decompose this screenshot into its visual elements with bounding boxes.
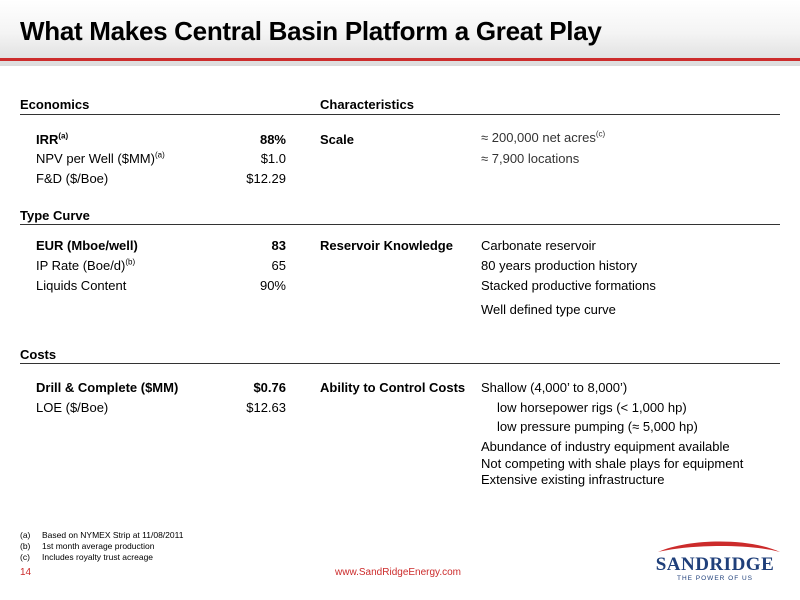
control-costs-label: Ability to Control Costs xyxy=(320,380,466,395)
type-curve-divider xyxy=(20,224,780,225)
drill-complete-value: $0.76 xyxy=(253,380,286,395)
loe-value: $12.63 xyxy=(246,400,286,415)
logo-swoosh-icon xyxy=(658,541,780,552)
reservoir-item: Carbonate reservoir xyxy=(481,238,596,253)
liquids-value: 90% xyxy=(259,278,286,293)
scale-acres: ≈ 200,000 net acres(c) xyxy=(481,129,606,145)
page-title: What Makes Central Basin Platform a Grea… xyxy=(20,16,602,46)
economics-divider xyxy=(20,114,780,115)
title-accent-rule xyxy=(0,58,800,61)
reservoir-item: Well defined type curve xyxy=(481,302,616,317)
reservoir-item: 80 years production history xyxy=(481,258,638,273)
fd-label: F&D ($/Boe) xyxy=(36,171,109,186)
footnote-text: 1st month average production xyxy=(42,541,155,551)
logo-wordmark: SANDRIDGE xyxy=(656,554,775,575)
control-costs-item: Shallow (4,000’ to 8,000’) xyxy=(481,380,628,395)
footnote-text: Includes royalty trust acreage xyxy=(42,552,154,562)
reservoir-label: Reservoir Knowledge xyxy=(320,238,453,253)
footnote-mark: (a) xyxy=(20,530,31,540)
irr-value: 88% xyxy=(259,132,286,147)
scale-label: Scale xyxy=(320,132,354,147)
control-costs-item: Not competing with shale plays for equip… xyxy=(481,456,744,471)
control-costs-subitem: low horsepower rigs (< 1,000 hp) xyxy=(497,400,687,415)
footnote-mark: (b) xyxy=(20,541,31,551)
eur-label: EUR (Mboe/well) xyxy=(36,238,138,253)
irr-label: IRR(a) xyxy=(36,131,69,147)
page-number: 14 xyxy=(20,567,32,578)
reservoir-item: Stacked productive formations xyxy=(481,278,656,293)
website-link[interactable]: www.SandRidgeEnergy.com xyxy=(335,567,461,578)
control-costs-subitem: low pressure pumping (≈ 5,000 hp) xyxy=(497,419,698,434)
costs-divider xyxy=(20,363,780,364)
drill-complete-label: Drill & Complete ($MM) xyxy=(36,380,179,395)
ip-rate-value: 65 xyxy=(271,258,286,273)
ip-rate-label: IP Rate (Boe/d)(b) xyxy=(36,257,136,273)
title-bar xyxy=(0,0,800,66)
liquids-label: Liquids Content xyxy=(36,278,127,293)
economics-header: Economics xyxy=(20,97,90,112)
logo-tagline: THE POWER OF US xyxy=(677,575,753,582)
scale-locations: ≈ 7,900 locations xyxy=(481,151,580,166)
loe-label: LOE ($/Boe) xyxy=(36,400,109,415)
control-costs-item: Extensive existing infrastructure xyxy=(481,472,665,487)
eur-value: 83 xyxy=(271,238,286,253)
costs-header: Costs xyxy=(20,347,57,362)
type-curve-header: Type Curve xyxy=(20,208,90,223)
characteristics-header: Characteristics xyxy=(320,97,414,112)
control-costs-item: Abundance of industry equipment availabl… xyxy=(481,439,730,454)
npv-value: $1.0 xyxy=(260,151,286,166)
footnote-mark: (c) xyxy=(20,552,30,562)
npv-label: NPV per Well ($MM)(a) xyxy=(36,150,165,166)
sandridge-logo: SANDRIDGE THE POWER OF US xyxy=(656,541,780,582)
footnote-text: Based on NYMEX Strip at 11/08/2011 xyxy=(42,530,184,540)
fd-value: $12.29 xyxy=(246,171,286,186)
